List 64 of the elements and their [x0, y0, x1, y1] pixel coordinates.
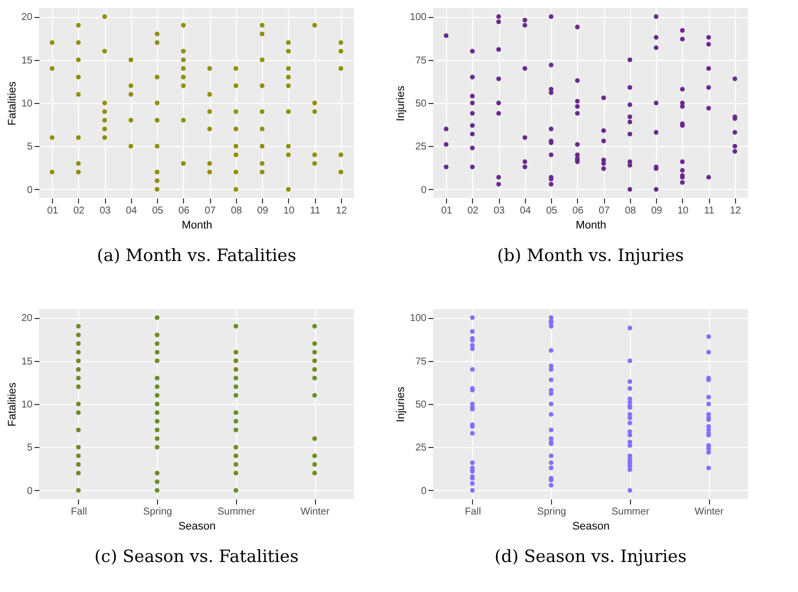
- y-axis-title: Fatalities: [6, 81, 18, 126]
- x-tick-label: 10: [283, 206, 295, 216]
- x-tick-label: 09: [257, 206, 269, 216]
- x-tick-label: 12: [336, 206, 348, 216]
- x-tick-label: Winter: [694, 506, 724, 518]
- y-tick-label: 0: [26, 486, 33, 497]
- y-axis-title: Injuries: [394, 85, 407, 122]
- text: (b) Month vs. Injuries: [497, 246, 684, 266]
- y-tick-label: 10: [21, 400, 33, 410]
- x-tick-label: 08: [230, 206, 242, 216]
- x-tick-label: Winter: [300, 506, 330, 518]
- y-tick-label: 5: [26, 442, 33, 454]
- text: (d) Season vs. Injuries: [494, 547, 687, 567]
- x-tick-label: 03: [100, 206, 112, 216]
- x-tick-label: 02: [467, 206, 479, 216]
- y-tick-label: 25: [415, 142, 427, 153]
- y-tick-label: 15: [21, 55, 33, 66]
- y-tick-label: 5: [26, 142, 33, 153]
- x-tick-label: 01: [441, 206, 453, 216]
- y-tick-label: 100: [410, 313, 427, 324]
- x-tick-label: 07: [204, 206, 216, 216]
- x-axis-title: Season: [572, 520, 610, 532]
- x-tick-label: Summer: [217, 506, 256, 518]
- text: (a) Month vs. Fatalities: [96, 246, 296, 266]
- y-tick-label: 15: [21, 356, 33, 368]
- y-axis-title: Fatalities: [6, 382, 18, 427]
- y-tick-label: 0: [420, 184, 427, 196]
- x-tick-label: 05: [152, 206, 164, 216]
- x-tick-label: Fall: [70, 506, 87, 518]
- text: (c) Season vs. Fatalities: [94, 547, 299, 567]
- y-tick-label: 20: [21, 313, 33, 324]
- x-axis-title: Season: [178, 520, 216, 532]
- x-tick-label: Fall: [464, 506, 481, 518]
- x-tick-label: Summer: [611, 506, 650, 518]
- x-tick-label: 05: [546, 206, 558, 216]
- y-tick-label: 25: [415, 442, 427, 454]
- x-tick-label: Spring: [537, 506, 566, 518]
- x-axis-title: Month: [182, 220, 212, 232]
- x-tick-label: 12: [730, 206, 742, 216]
- x-tick-label: 06: [178, 206, 190, 216]
- x-tick-label: 01: [47, 206, 59, 216]
- x-tick-label: Spring: [143, 506, 172, 518]
- x-tick-label: 02: [73, 206, 85, 216]
- y-tick-label: 50: [415, 98, 427, 110]
- x-tick-label: 03: [494, 206, 506, 216]
- y-tick-label: 75: [415, 55, 427, 66]
- x-tick-label: 04: [520, 206, 532, 216]
- x-tick-label: 10: [677, 206, 689, 216]
- y-tick-label: 50: [415, 400, 427, 410]
- x-tick-label: 04: [126, 206, 138, 216]
- x-tick-label: 08: [624, 206, 636, 216]
- x-axis-title: Month: [576, 220, 606, 232]
- y-tick-label: 20: [21, 12, 33, 24]
- x-tick-label: 07: [598, 206, 610, 216]
- y-axis-title: Injuries: [394, 386, 407, 422]
- y-tick-label: 0: [26, 184, 33, 196]
- x-tick-label: 06: [572, 206, 584, 216]
- x-tick-label: 09: [651, 206, 663, 216]
- x-tick-label: 11: [310, 206, 321, 216]
- y-tick-label: 10: [21, 98, 33, 110]
- y-tick-label: 0: [420, 486, 427, 497]
- y-tick-label: 75: [415, 356, 427, 368]
- x-tick-label: 11: [704, 206, 715, 216]
- y-tick-label: 100: [410, 12, 427, 24]
